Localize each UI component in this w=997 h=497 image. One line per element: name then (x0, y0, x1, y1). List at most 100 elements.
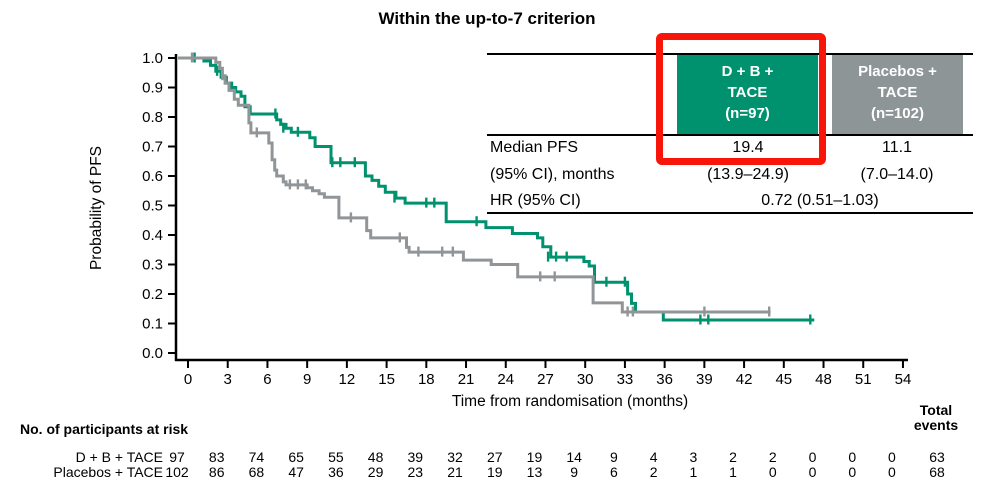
risk-value: 55 (328, 449, 344, 465)
risk-value: 19 (526, 449, 543, 465)
hr-value: 0.72 (0.51–1.03) (761, 192, 879, 209)
x-tick-label: 3 (224, 371, 232, 388)
total-events-header-line2: events (913, 417, 959, 433)
risk-value: 13 (526, 464, 543, 480)
risk-value: 0 (808, 464, 817, 480)
y-tick-label: 0.9 (142, 80, 163, 97)
risk-value: 9 (570, 464, 579, 480)
risk-row-label-placebos: Placebos + TACE (53, 464, 163, 480)
km-curve-placebos-tace (178, 56, 771, 314)
page-title: Within the up-to-7 criterion (378, 9, 596, 28)
x-axis-title: Time from randomisation (months) (451, 393, 689, 410)
x-tick-label: 21 (458, 371, 475, 388)
y-tick-label: 0.1 (142, 316, 163, 333)
x-tick-label: 15 (378, 371, 395, 388)
risk-value: 3 (689, 449, 698, 465)
risk-value: 97 (169, 449, 185, 465)
total-events-header-line1: Total (919, 402, 953, 418)
y-tick-label: 0.2 (142, 286, 163, 303)
table-rule-mid (487, 134, 973, 136)
km-curve-d-b-tace (178, 56, 815, 322)
summary-header-placebos-line1: Placebos + (858, 63, 937, 80)
y-tick-label: 0.3 (142, 257, 163, 274)
risk-row-label-dbtace: D + B + TACE (75, 449, 163, 465)
x-tick-label: 6 (263, 371, 271, 388)
risk-value: 0 (888, 464, 896, 480)
risk-value: 74 (248, 449, 265, 465)
x-tick-label: 9 (303, 371, 311, 388)
risk-value: 1 (729, 464, 737, 480)
table-rule-bottom (487, 212, 973, 214)
risk-value: 9 (610, 449, 618, 465)
total-events-dbtace: 63 (929, 449, 945, 465)
risk-value: 36 (328, 464, 344, 480)
median-pfs-ci-label: (95% CI), months (490, 166, 615, 183)
summary-header-placebos: Placebos + TACE (n=102) (832, 55, 963, 134)
table-rule-top (487, 53, 973, 55)
x-tick-label: 51 (855, 371, 872, 388)
risk-value: 14 (566, 449, 582, 465)
risk-value: 0 (768, 464, 777, 480)
median-pfs-dbtace-ci: (13.9–24.9) (707, 166, 789, 183)
y-tick-label: 0.4 (142, 227, 163, 244)
risk-value: 2 (649, 464, 658, 480)
risk-value: 4 (649, 449, 658, 465)
risk-value: 1 (689, 464, 698, 480)
x-tick-label: 30 (577, 371, 594, 388)
risk-value: 83 (208, 449, 225, 465)
total-events-header: Total events (914, 403, 958, 433)
risk-value: 29 (367, 464, 384, 480)
median-pfs-placebos-ci: (7.0–14.0) (860, 166, 934, 183)
summary-header-dbtace-line2: TACE (727, 84, 768, 101)
x-tick-label: 0 (184, 371, 192, 388)
risk-value: 65 (288, 449, 304, 465)
risk-value: 0 (848, 449, 857, 465)
hr-label: HR (95% CI) (490, 192, 581, 209)
x-tick-label: 36 (656, 371, 673, 388)
median-pfs-label: Median PFS (490, 139, 579, 156)
summary-header-dbtace-line1: D + B + (721, 63, 774, 80)
risk-value: 68 (248, 464, 265, 480)
risk-value: 21 (447, 464, 463, 480)
risk-value: 86 (208, 464, 225, 480)
summary-header-dbtace: D + B + TACE (n=97) (677, 55, 818, 134)
y-tick-label: 0.8 (142, 109, 163, 126)
risk-value: 27 (486, 449, 503, 465)
risk-value: 48 (367, 449, 384, 465)
y-tick-label: 1.0 (142, 50, 163, 67)
risk-value: 0 (888, 449, 896, 465)
risk-value: 0 (808, 449, 817, 465)
total-events-placebos: 68 (929, 464, 945, 480)
x-tick-label: 54 (895, 371, 912, 388)
summary-header-placebos-line3: (n=102) (871, 105, 924, 122)
risk-value: 102 (165, 464, 189, 480)
risk-value: 19 (486, 464, 503, 480)
y-tick-label: 0.5 (142, 198, 163, 215)
risk-value: 2 (729, 449, 737, 465)
risk-value: 23 (407, 464, 424, 480)
x-tick-label: 45 (775, 371, 792, 388)
y-tick-label: 0.0 (142, 345, 163, 362)
x-tick-label: 48 (815, 371, 832, 388)
x-tick-label: 18 (418, 371, 435, 388)
risk-value: 6 (610, 464, 618, 480)
risk-table-title: No. of participants at risk (20, 421, 189, 437)
x-tick-label: 27 (537, 371, 554, 388)
risk-value: 32 (447, 449, 463, 465)
x-tick-label: 33 (617, 371, 634, 388)
risk-value: 47 (288, 464, 304, 480)
y-tick-label: 0.6 (142, 168, 163, 185)
risk-value: 2 (768, 449, 777, 465)
median-pfs-placebos-value: 11.1 (882, 139, 912, 156)
risk-value: 0 (848, 464, 857, 480)
risk-value: 39 (407, 449, 424, 465)
x-tick-label: 42 (736, 371, 753, 388)
y-tick-label: 0.7 (142, 139, 163, 156)
x-tick-label: 39 (696, 371, 713, 388)
x-tick-label: 24 (497, 371, 514, 388)
summary-header-dbtace-line3: (n=97) (725, 105, 770, 122)
median-pfs-dbtace-value: 19.4 (732, 139, 764, 156)
summary-header-placebos-line2: TACE (877, 84, 918, 101)
